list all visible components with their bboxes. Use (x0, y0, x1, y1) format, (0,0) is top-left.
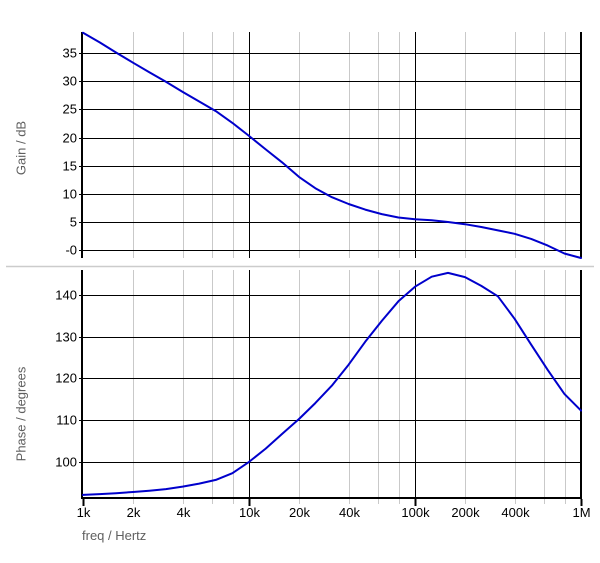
y-tick-label: 100 (55, 455, 77, 470)
y-tick-label: 30 (63, 74, 77, 89)
phase-curve (82, 271, 582, 496)
y-tick-label: 35 (63, 46, 77, 61)
y-axis-line (81, 270, 83, 497)
plot-right-border (580, 270, 582, 497)
x-tick-label: 1k (77, 505, 91, 520)
gain-axis-title: Gain / dB (13, 120, 29, 176)
y-tick-label: 120 (55, 371, 77, 386)
x-tick-label: 20k (289, 505, 310, 520)
y-tick-label: 15 (63, 159, 77, 174)
x-tick-label: 100k (401, 505, 430, 520)
y-tick-label: 20 (63, 131, 77, 146)
y-tick-label: -0 (65, 243, 77, 258)
x-axis-title: freq / Hertz (82, 528, 147, 543)
y-tick-label: 130 (55, 330, 77, 345)
y-tick-label: 140 (55, 288, 77, 303)
x-tick-label: 4k (177, 505, 191, 520)
phase-axis-title: Phase / degrees (13, 366, 29, 462)
plot-right-border (580, 32, 582, 258)
y-tick-label: 10 (63, 187, 77, 202)
x-tick-label: 2k (127, 505, 141, 520)
y-tick-label: 25 (63, 102, 77, 117)
x-tick-label: 1M (572, 505, 590, 520)
gain-curve (82, 31, 582, 259)
y-axis-line (81, 32, 83, 258)
y-tick-label: 110 (56, 413, 77, 428)
x-axis-line (81, 497, 582, 499)
x-tick-label: 40k (339, 505, 360, 520)
x-tick-label: 10k (239, 505, 260, 520)
x-tick-label: 400k (501, 505, 530, 520)
y-tick-label: 5 (70, 215, 77, 230)
x-tick-label: 200k (451, 505, 480, 520)
